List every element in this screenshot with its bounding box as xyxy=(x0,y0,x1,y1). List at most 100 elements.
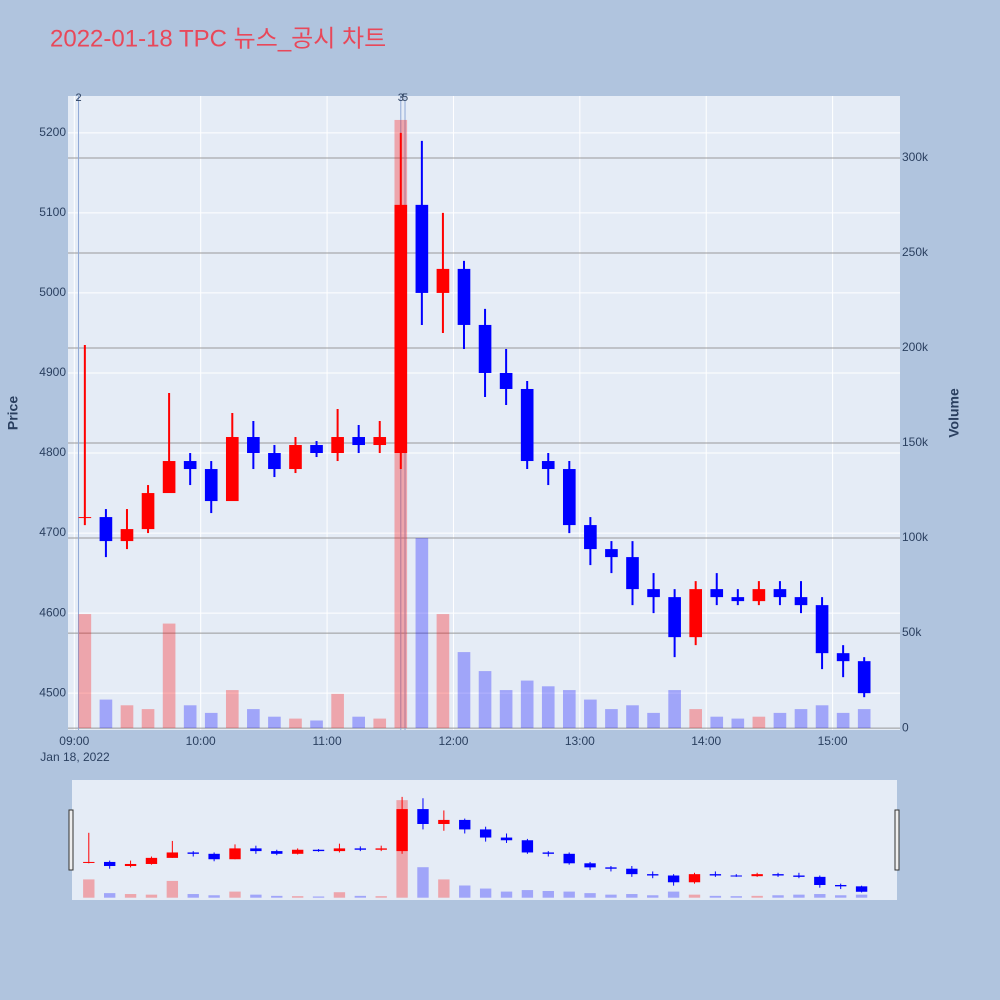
mini-candle-body xyxy=(647,874,659,876)
y2-tick-label: 0 xyxy=(902,720,909,734)
mini-candle-body xyxy=(103,861,116,867)
x-tick-label: 13:00 xyxy=(565,734,595,748)
candle-body xyxy=(415,204,429,293)
volume-bar xyxy=(373,718,387,729)
mini-volume-bar xyxy=(709,895,722,898)
mini-volume-bar xyxy=(688,894,701,898)
y2-tick-label: 250k xyxy=(902,245,929,259)
mini-volume-bar xyxy=(542,890,554,898)
y-tick-label: 4800 xyxy=(39,445,66,459)
mini-candle-body xyxy=(584,863,596,868)
mini-volume-bar xyxy=(229,891,241,898)
candle-body xyxy=(120,529,134,542)
candle-body xyxy=(331,437,344,454)
volume-bar xyxy=(668,690,681,729)
mini-candle-body xyxy=(333,848,346,852)
candle-body xyxy=(247,437,260,454)
y2-tick-label: 100k xyxy=(902,530,929,544)
mini-volume-bar xyxy=(793,894,805,898)
volume-bar xyxy=(310,720,323,729)
mini-volume-bar xyxy=(375,896,387,898)
x-tick-label: 11:00 xyxy=(313,734,342,748)
y2-axis-title: Volume xyxy=(946,388,962,438)
mini-candle-body xyxy=(375,848,387,850)
volume-bar xyxy=(815,705,829,729)
candle-body xyxy=(457,268,471,325)
mini-volume-bar xyxy=(354,895,367,898)
mini-candle-body xyxy=(605,867,617,869)
mini-candle-body xyxy=(166,852,179,858)
volume-bar xyxy=(162,623,176,729)
y-tick-label: 4500 xyxy=(39,685,66,699)
mini-volume-bar xyxy=(124,894,137,898)
mini-candle-body xyxy=(835,884,847,887)
candle-body xyxy=(394,204,408,454)
mini-volume-bar xyxy=(291,896,304,898)
candle-body xyxy=(689,589,703,638)
volume-bar xyxy=(99,699,113,729)
candle-body xyxy=(99,517,113,542)
mini-volume-bar xyxy=(500,891,513,898)
candle-body xyxy=(626,557,639,590)
candle-body xyxy=(857,661,871,694)
mini-candle-body xyxy=(312,849,325,852)
plot-area xyxy=(68,96,900,730)
volume-bar xyxy=(289,718,302,729)
mini-candle-body xyxy=(291,849,304,854)
mini-volume-bar xyxy=(166,880,179,898)
candle-body xyxy=(773,589,787,598)
volume-bar xyxy=(204,712,218,729)
volume-bar xyxy=(647,712,660,729)
y2-tick-label: 150k xyxy=(902,435,929,449)
volume-bar xyxy=(562,690,576,729)
volume-bar xyxy=(352,716,365,729)
y-tick-label: 5100 xyxy=(39,205,66,219)
mini-volume-bar xyxy=(271,895,283,898)
y-tick-label: 4700 xyxy=(39,525,66,539)
candle-body xyxy=(225,437,239,502)
volume-bar xyxy=(520,680,534,729)
candle-body xyxy=(78,517,92,519)
volume-bar xyxy=(857,709,871,729)
volume-bar xyxy=(141,709,155,729)
mini-candle-body xyxy=(855,886,868,892)
x-tick-label: 15:00 xyxy=(818,734,848,748)
mini-volume-bar xyxy=(103,893,116,898)
chart-title: 2022-01-18 TPC 뉴스_공시 차트 xyxy=(50,25,386,52)
candle-body xyxy=(183,461,197,470)
range-handle-right[interactable] xyxy=(894,809,900,871)
mini-candle-body xyxy=(250,848,262,852)
volume-bar xyxy=(457,652,471,729)
mini-candle-body xyxy=(145,857,158,864)
volume-bar xyxy=(120,705,134,729)
mini-volume-bar xyxy=(584,893,596,898)
range-slider[interactable] xyxy=(72,780,897,900)
mini-candle-body xyxy=(271,851,283,854)
candle-body xyxy=(289,445,302,470)
mini-volume-bar xyxy=(459,885,471,898)
volume-bar xyxy=(584,699,597,729)
annotation-label: 5 xyxy=(402,92,408,104)
mini-candle-body xyxy=(563,853,575,864)
y-tick-label: 4900 xyxy=(39,365,66,379)
candle-body xyxy=(373,437,387,446)
x-tick-label: 10:00 xyxy=(186,734,216,748)
mini-volume-bar xyxy=(751,895,763,898)
volume-bar xyxy=(183,705,197,729)
candle-body xyxy=(794,597,808,606)
candle-body xyxy=(562,469,576,526)
x-tick-label: 14:00 xyxy=(691,734,721,748)
mini-candle-body xyxy=(542,852,554,854)
mini-candle-body xyxy=(354,848,367,850)
mini-volume-bar xyxy=(605,894,617,898)
y-axis-title: Price xyxy=(5,396,21,430)
range-handle-left[interactable] xyxy=(68,809,74,871)
volume-bar xyxy=(478,671,492,729)
candle-body xyxy=(752,589,766,602)
mini-candle-body xyxy=(709,874,722,876)
mini-candle-body xyxy=(396,809,408,852)
mini-volume-bar xyxy=(312,896,325,898)
x-tick-label: 09:00 xyxy=(59,734,89,748)
